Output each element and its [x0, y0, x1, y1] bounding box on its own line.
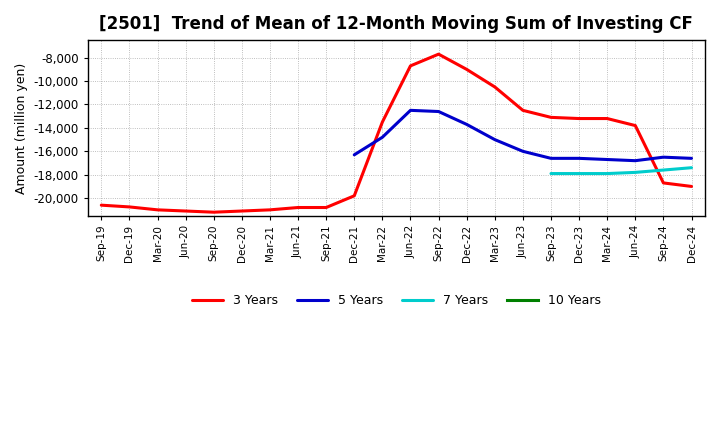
3 Years: [210, 209, 218, 215]
3 Years: [490, 84, 499, 90]
3 Years: [294, 205, 302, 210]
3 Years: [659, 180, 667, 186]
3 Years: [322, 205, 330, 210]
5 Years: [546, 156, 555, 161]
3 Years: [434, 51, 443, 57]
Y-axis label: Amount (million yen): Amount (million yen): [15, 62, 28, 194]
5 Years: [434, 109, 443, 114]
3 Years: [603, 116, 611, 121]
5 Years: [406, 108, 415, 113]
7 Years: [687, 165, 696, 170]
3 Years: [350, 193, 359, 198]
5 Years: [518, 149, 527, 154]
3 Years: [153, 207, 162, 213]
3 Years: [181, 209, 190, 214]
3 Years: [575, 116, 583, 121]
5 Years: [631, 158, 639, 163]
3 Years: [97, 202, 106, 208]
7 Years: [631, 170, 639, 175]
3 Years: [631, 123, 639, 128]
3 Years: [406, 63, 415, 69]
3 Years: [518, 108, 527, 113]
Line: 5 Years: 5 Years: [354, 110, 691, 161]
5 Years: [462, 122, 471, 127]
3 Years: [125, 204, 134, 209]
7 Years: [575, 171, 583, 176]
3 Years: [462, 67, 471, 72]
5 Years: [575, 156, 583, 161]
7 Years: [603, 171, 611, 176]
5 Years: [603, 157, 611, 162]
Line: 3 Years: 3 Years: [102, 54, 691, 212]
Title: [2501]  Trend of Mean of 12-Month Moving Sum of Investing CF: [2501] Trend of Mean of 12-Month Moving …: [99, 15, 693, 33]
5 Years: [490, 137, 499, 142]
5 Years: [659, 154, 667, 160]
3 Years: [266, 207, 274, 213]
7 Years: [659, 167, 667, 172]
5 Years: [350, 152, 359, 158]
5 Years: [687, 156, 696, 161]
3 Years: [687, 184, 696, 189]
Legend: 3 Years, 5 Years, 7 Years, 10 Years: 3 Years, 5 Years, 7 Years, 10 Years: [186, 290, 606, 312]
Line: 7 Years: 7 Years: [551, 168, 691, 173]
3 Years: [238, 209, 246, 214]
5 Years: [378, 135, 387, 140]
7 Years: [546, 171, 555, 176]
3 Years: [546, 115, 555, 120]
3 Years: [378, 119, 387, 125]
